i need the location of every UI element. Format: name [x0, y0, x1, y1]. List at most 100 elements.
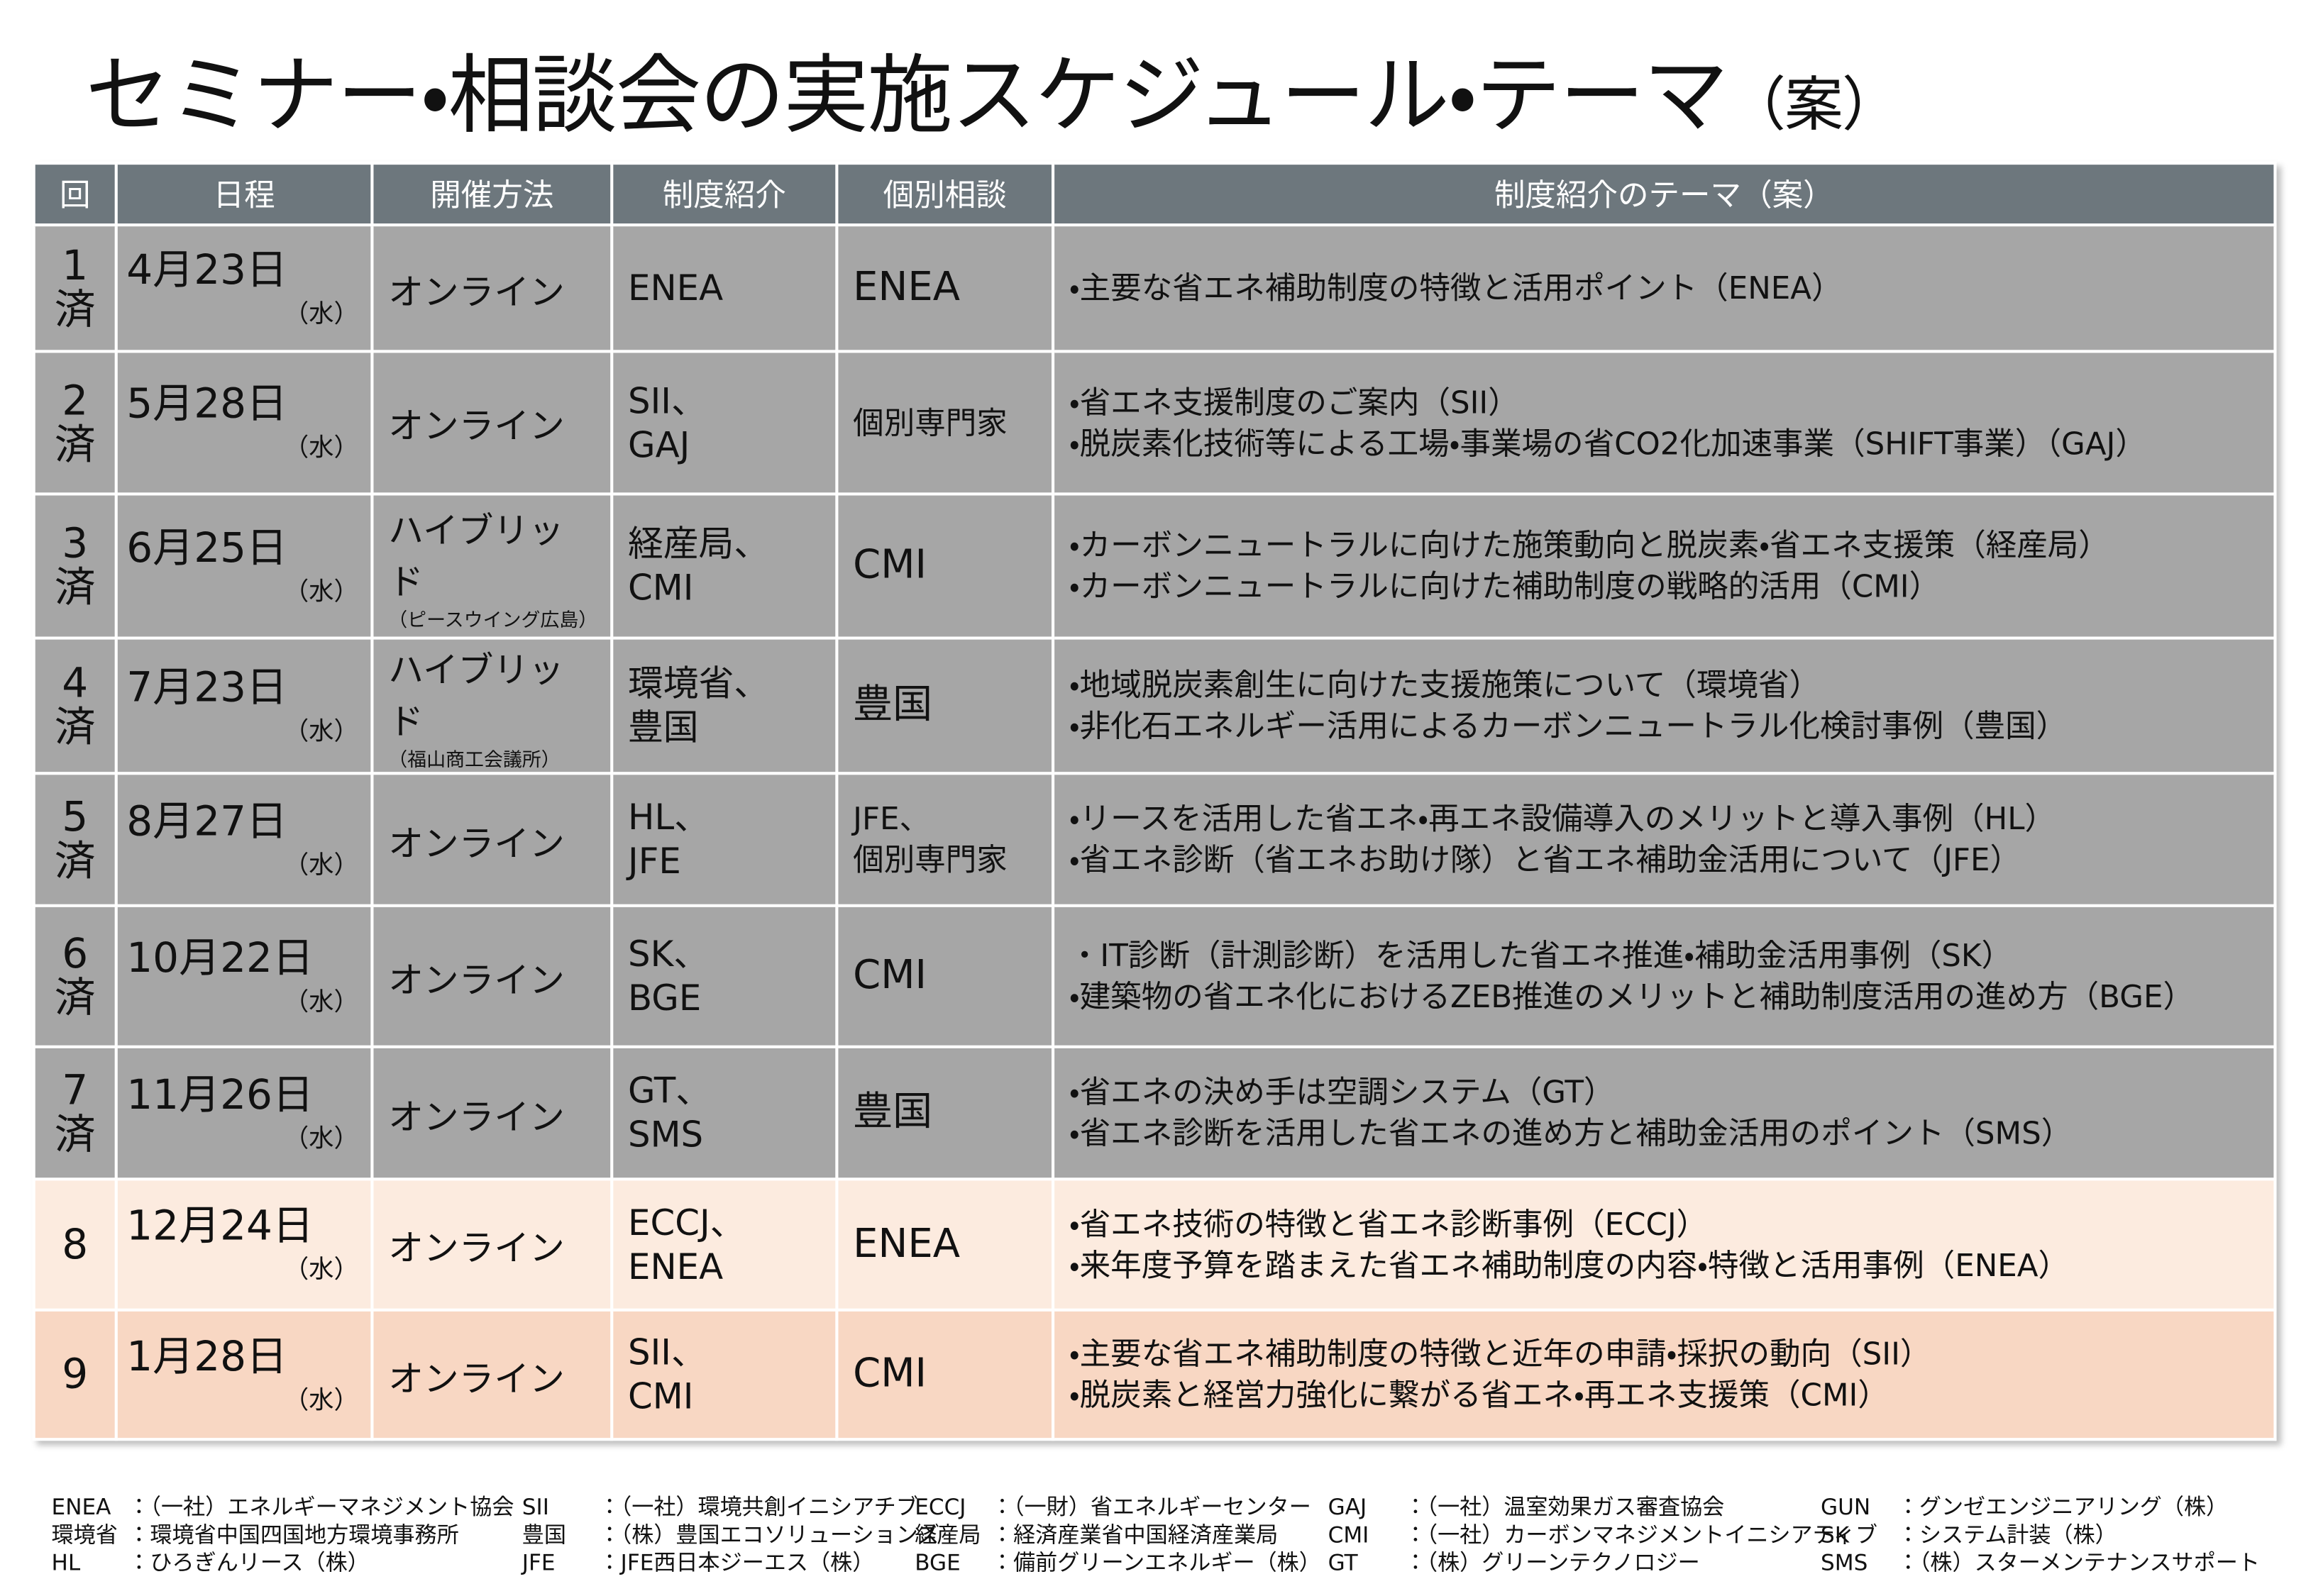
footnote-desc: ：（一社）環境共創イニシアチブ	[598, 1493, 918, 1521]
round-number: 6	[62, 929, 89, 978]
date-cell: 5月28日 （水）	[114, 350, 374, 496]
consult-cell: CMI	[835, 1308, 1055, 1441]
theme: ・来年度予算を踏まえた省エネ補助制度の内容・特徴と活用事例（ENEA）	[1069, 1247, 2070, 1283]
footnote-abbr: HL	[51, 1549, 81, 1576]
consult-cell: 個別専門家	[835, 350, 1055, 496]
intro-org: GAJ	[628, 423, 690, 466]
table-row: 6 済 10月22日 （水） オンライン SK、 BGE CMI ・IT診断（計測診断）を活用し…	[32, 904, 2277, 1048]
consult-org: ENEA	[853, 265, 961, 311]
weekday: （水）	[284, 716, 359, 746]
intro-org: 環境省、	[628, 663, 770, 704]
intro-org: CMI	[628, 1376, 694, 1418]
method-cell: ハイブリッド （福山商工会議所）	[370, 636, 614, 775]
footnote: ENEA ：（一社）エネルギーマネジメント協会	[52, 1491, 522, 1520]
footnote: JFE ：JFE西日本ジーエス（株）	[522, 1546, 915, 1576]
themes-cell: ・IT診断（計測診断）を活用した省エネ推進・補助金活用事例（SK） ・建築物の省エ…	[1051, 904, 2277, 1048]
footnote-abbr: JFE	[522, 1549, 556, 1576]
intro-cell: SK、 BGE	[610, 904, 839, 1048]
intro-org: HL、	[628, 797, 710, 838]
theme: ・カーボンニュートラルに向けた補助制度の戦略的活用（CMI）	[1069, 569, 1941, 604]
theme: ・主要な省エネ補助制度の特徴と活用ポイント（ENEA）	[1069, 270, 1843, 306]
round-number: 3	[62, 519, 89, 568]
method: オンライン	[388, 1096, 565, 1138]
footnote-abbr: ECCJ	[915, 1493, 966, 1521]
consult-cell: JFE、 個別専門家	[835, 772, 1055, 907]
footnote: 経産局 ：経済産業省中国経済産業局	[915, 1519, 1328, 1548]
method-cell: オンライン	[370, 1045, 614, 1181]
intro-cell: SII、 GAJ	[610, 350, 839, 496]
themes-cell: ・省エネの決め手は空調システム（GT） ・省エネ診断を活用した省エネの進め方と補助…	[1051, 1045, 2277, 1181]
round-number: 1	[62, 240, 89, 290]
themes-cell: ・省エネ支援制度のご案内（SII） ・脱炭素化技術等による工場・事業場の省CO2化…	[1051, 350, 2277, 496]
weekday: （水）	[284, 433, 359, 463]
date-cell: 6月25日 （水）	[114, 492, 374, 640]
intro-org: SMS	[628, 1114, 704, 1156]
intro-org: SK、	[628, 933, 710, 975]
method: オンライン	[388, 1227, 565, 1269]
theme: ・脱炭素化技術等による工場・事業場の省CO2化加速事業（SHIFT事業）（GAJ…	[1069, 426, 2146, 461]
theme: ・リースを活用した省エネ・再エネ設備導入のメリットと導入事例（HL）	[1069, 801, 2056, 837]
date: 10月22日	[126, 933, 314, 982]
theme: ・建築物の省エネ化におけるZEB推進のメリットと補助制度活用の進め方（BGE）	[1069, 979, 2195, 1015]
header-cell: 制度紹介のテーマ（案）	[1051, 161, 2277, 227]
table-row: 8 12月24日 （水） オンライン ECCJ、 ENEA ENEA ・省エネ技術の特徴と省エ…	[32, 1177, 2277, 1312]
footnote-abbr: SK	[1821, 1522, 1850, 1548]
table-row: 7 済 11月26日 （水） オンライン GT、 SMS 豊国 ・省エネの決め手は空調システム（…	[32, 1045, 2277, 1181]
intro-org: ECCJ、	[628, 1202, 746, 1243]
method: オンライン	[388, 822, 565, 864]
intro-org: ENEA	[628, 1246, 724, 1287]
round-status: 済	[54, 1109, 96, 1159]
header-cell: 回	[32, 161, 118, 227]
method: オンライン	[388, 959, 565, 1001]
table-row: 5 済 8月27日 （水） オンライン HL、 JFE JFE、 個別専門家 ・リースを活用した省…	[32, 772, 2277, 907]
intro-org: SII、	[628, 379, 707, 421]
theme: ・IT診断（計測診断）を活用した省エネ推進・補助金活用事例（SK）	[1069, 938, 2013, 974]
consult-org: CMI	[853, 953, 927, 999]
footnote-abbr: BGE	[915, 1549, 961, 1576]
consult-org: 豊国	[853, 1089, 933, 1136]
footnote-desc: ：グンゼエンジニアリング（株）	[1897, 1493, 2229, 1521]
method: オンライン	[388, 406, 565, 448]
consult-cell: 豊国	[835, 636, 1055, 775]
method-cell: オンライン	[370, 904, 614, 1048]
consult-cell: CMI	[835, 492, 1055, 640]
themes-cell: ・省エネ技術の特徴と省エネ診断事例（ECCJ） ・来年度予算を踏まえた省エネ補助制…	[1051, 1177, 2277, 1312]
date-cell: 10月22日 （水）	[114, 904, 374, 1048]
footnote-desc: ：（一社）カーボンマネジメントイニシアティブ	[1404, 1522, 1878, 1548]
footnote: HL ：ひろぎんリース（株）	[51, 1546, 522, 1576]
footnote: ECCJ ：（一財）省エネルギーセンター	[915, 1491, 1328, 1521]
round-status: 済	[54, 563, 96, 612]
theme: ・省エネの決め手は空調システム（GT）	[1069, 1075, 1615, 1110]
intro-cell: HL、 JFE	[610, 772, 839, 907]
date-cell: 11月26日 （水）	[114, 1045, 374, 1181]
consult-org: CMI	[853, 1351, 927, 1397]
method: ハイブリッド	[388, 649, 564, 742]
header-row: 回日程 開催方法 制度紹介 個別相談 制度紹介のテーマ（案）	[32, 161, 2277, 227]
method-cell: オンライン	[370, 350, 614, 496]
footnote-desc: ：システム計装（株）	[1897, 1522, 2117, 1548]
weekday: （水）	[284, 1124, 359, 1154]
page-title: セミナー・相談会の実施スケジュール・テーマ（案）	[85, 26, 1901, 150]
consult-org: 個別専門家	[853, 842, 1008, 878]
consult-org: 個別専門家	[853, 405, 1008, 440]
consult-cell: ENEA	[835, 1177, 1055, 1312]
title-suffix: （案）	[1727, 72, 1901, 140]
theme: ・非化石エネルギー活用によるカーボンニュートラル化検討事例（豊国）	[1069, 709, 2068, 744]
date: 7月23日	[126, 662, 288, 711]
method-cell: オンライン	[370, 1308, 614, 1441]
footnote: BGE ：備前グリーンエネルギー（株）	[915, 1546, 1328, 1576]
consult-cell: CMI	[835, 904, 1055, 1048]
date: 4月23日	[126, 245, 288, 294]
title-text: セミナー・相談会の実施スケジュール・テーマ	[85, 45, 1728, 146]
theme: ・省エネ支援制度のご案内（SII）	[1069, 384, 1519, 420]
intro-org: SII、	[628, 1331, 707, 1373]
round-number: 7	[62, 1065, 89, 1115]
footnote: SK ：システム計装（株）	[1821, 1519, 2262, 1548]
intro-cell: 環境省、 豊国	[610, 636, 839, 775]
footnote-abbr: CMI	[1328, 1522, 1369, 1548]
round-status: 済	[54, 702, 96, 752]
